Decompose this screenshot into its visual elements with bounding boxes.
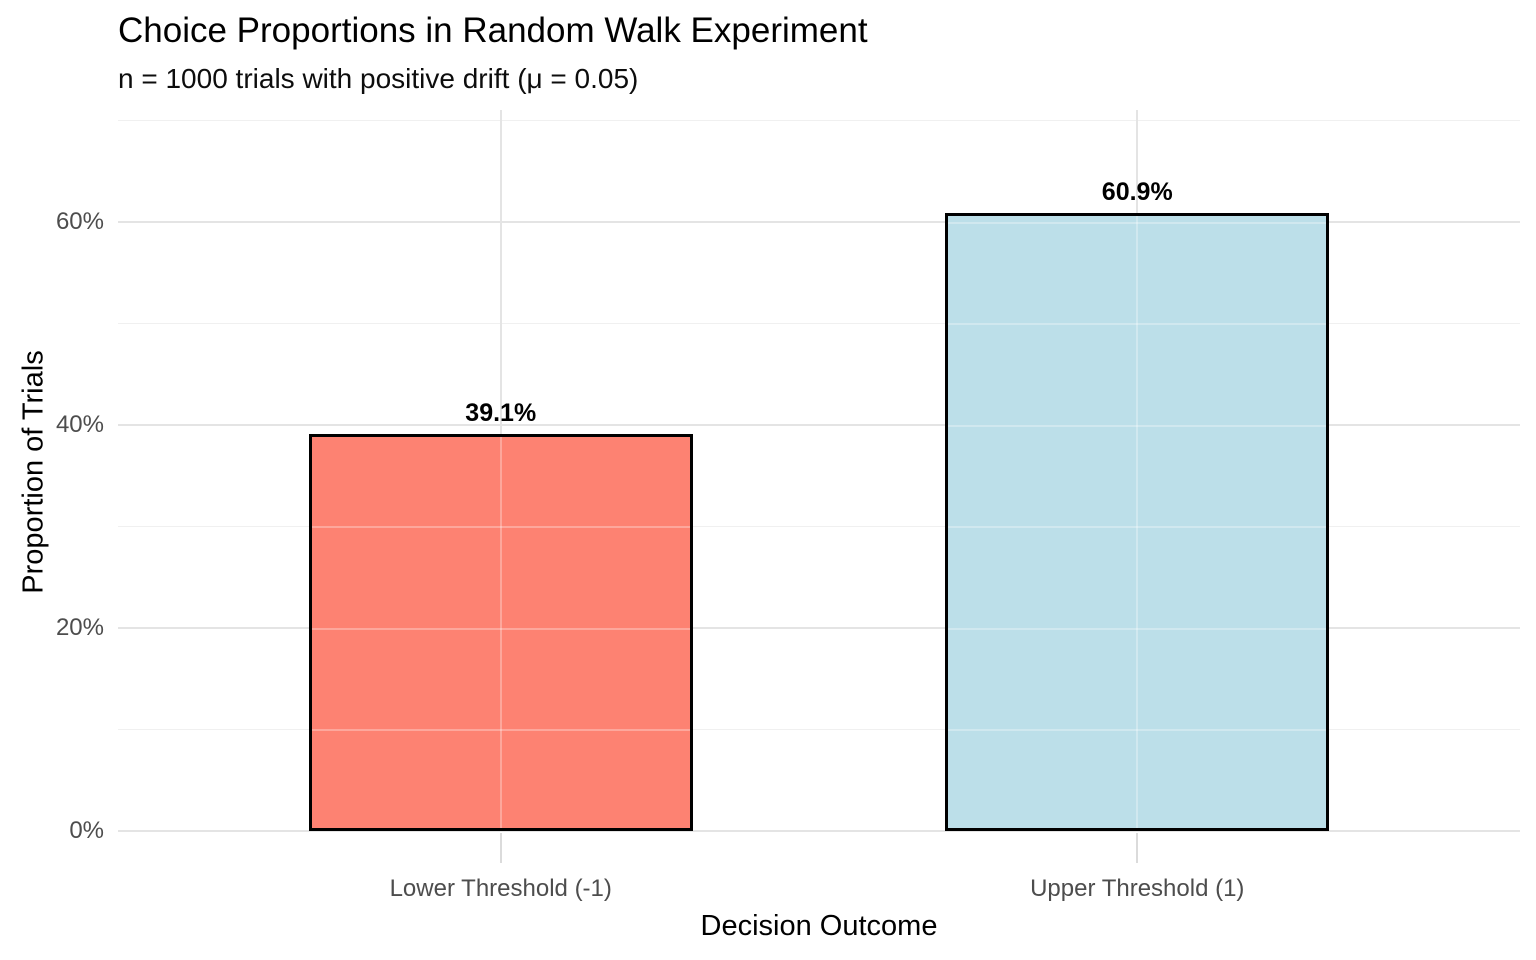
- bar: [945, 212, 1330, 831]
- bar-gridline-overlay: [948, 729, 1327, 732]
- bar-gridline-overlay: [948, 627, 1327, 630]
- minor-gridline: [118, 119, 1520, 122]
- bar-gridline-overlay: [948, 323, 1327, 326]
- minor-gridline: [118, 322, 1520, 325]
- minor-gridline: [118, 525, 1520, 528]
- bar-gridline-overlay: [311, 526, 690, 529]
- y-tick-label: 20%: [55, 613, 104, 641]
- x-tick-mark: [1136, 833, 1139, 863]
- x-tick-mark: [499, 833, 502, 863]
- y-tick-label: 40%: [55, 410, 104, 438]
- major-gridline: [118, 423, 1520, 426]
- x-tick-label: Upper Threshold (1): [1030, 875, 1245, 902]
- bar-value-label: 60.9%: [1101, 177, 1173, 206]
- major-gridline: [118, 626, 1520, 629]
- bar-value-label: 39.1%: [465, 398, 537, 427]
- chart-subtitle: n = 1000 trials with positive drift (μ =…: [118, 63, 639, 94]
- chart-title: Choice Proportions in Random Walk Experi…: [118, 11, 868, 50]
- bar-gridline-overlay: [499, 436, 502, 828]
- bar-gridline-overlay: [948, 221, 1327, 224]
- bar-gridline-overlay: [311, 729, 690, 732]
- bar: [308, 433, 693, 831]
- major-gridline: [118, 830, 1520, 832]
- bar-gridline-overlay: [1136, 215, 1139, 828]
- y-tick-label: 0%: [69, 817, 104, 844]
- y-axis-title: Proportion of Trials: [17, 350, 50, 594]
- major-gridline: [118, 220, 1520, 223]
- x-tick-label: Lower Threshold (-1): [389, 875, 612, 902]
- bar-gridline-overlay: [948, 424, 1327, 427]
- bar-gridline-overlay: [948, 526, 1327, 529]
- x-axis-title: Decision Outcome: [700, 910, 938, 942]
- plot-panel: [118, 110, 1520, 832]
- y-tick-label: 60%: [55, 207, 104, 235]
- minor-gridline: [118, 728, 1520, 731]
- bar-gridline-overlay: [311, 627, 690, 630]
